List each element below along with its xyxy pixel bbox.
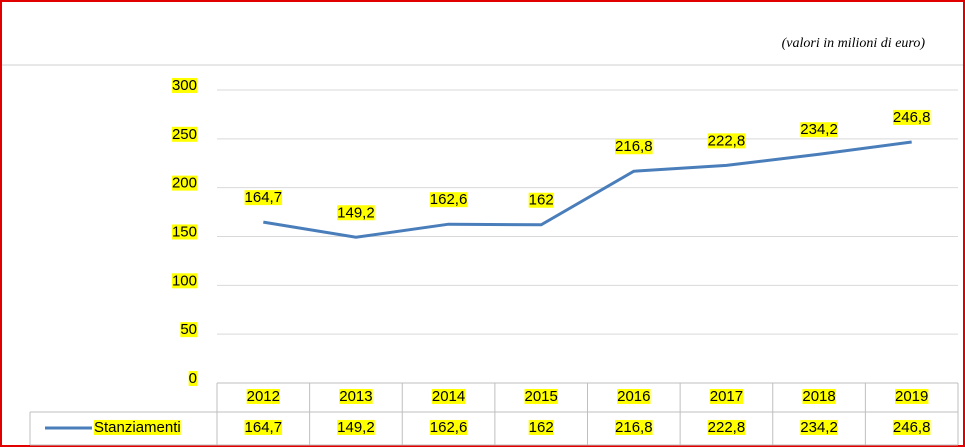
highlight: [707, 133, 746, 149]
highlight: [800, 419, 838, 435]
x-tick-label: 2014: [432, 388, 465, 405]
highlight: [709, 388, 744, 404]
x-tick-label: 2015: [525, 388, 558, 405]
highlight: [429, 192, 468, 208]
highlight: [615, 139, 653, 155]
highlight: [337, 205, 375, 221]
data-label: 222,8: [708, 132, 746, 149]
highlight: [94, 419, 181, 435]
highlight: [802, 388, 836, 404]
x-tick-label: 2017: [710, 388, 743, 405]
highlight: [707, 419, 746, 435]
data-label: 149,2: [337, 204, 375, 221]
highlight: [171, 224, 197, 240]
legend-label: Stanziamenti: [94, 419, 181, 436]
table-value: 246,8: [893, 419, 931, 436]
x-tick-label: 2013: [339, 388, 372, 405]
highlight: [528, 192, 554, 208]
highlight: [244, 419, 283, 435]
highlight: [337, 419, 375, 435]
highlight: [528, 419, 554, 435]
table-value: 234,2: [800, 419, 838, 436]
subtitle: (valori in milioni di euro): [782, 36, 926, 51]
highlight: [524, 388, 558, 404]
highlight: [800, 122, 838, 138]
highlight: [180, 322, 197, 338]
series-line: [263, 140, 912, 239]
y-tick-label: 200: [172, 175, 197, 192]
highlight: [171, 126, 197, 142]
y-tick-label: 100: [172, 272, 197, 289]
y-tick-label: 150: [172, 223, 197, 240]
highlight: [171, 77, 197, 93]
highlight: [171, 273, 197, 289]
y-tick-label: 300: [172, 77, 197, 94]
highlight: [615, 419, 653, 435]
x-tick-label: 2016: [617, 388, 650, 405]
y-tick-label: 50: [180, 321, 197, 338]
highlight: [429, 419, 468, 435]
highlight: [892, 419, 931, 435]
highlight: [895, 388, 929, 404]
x-tick-label: 2018: [802, 388, 835, 405]
y-tick-label: 0: [189, 370, 197, 387]
highlight: [892, 109, 931, 125]
table-value: 164,7: [245, 419, 283, 436]
y-tick-label: 250: [172, 126, 197, 143]
x-tick-label: 2019: [895, 388, 928, 405]
data-label: 162: [529, 192, 554, 209]
data-label: 162,6: [430, 191, 468, 208]
table-value: 149,2: [337, 419, 375, 436]
highlight: [244, 190, 283, 206]
table-value: 162,6: [430, 419, 468, 436]
table-value: 216,8: [615, 419, 653, 436]
x-tick-label: 2012: [247, 388, 280, 405]
highlight: [188, 370, 197, 386]
highlight: [246, 388, 280, 404]
highlight: [339, 388, 373, 404]
table-value: 222,8: [708, 419, 746, 436]
highlight: [171, 175, 197, 191]
data-label: 234,2: [800, 121, 838, 138]
data-label: 216,8: [615, 138, 653, 155]
data-label: 164,7: [245, 189, 283, 206]
table-value: 162: [529, 419, 554, 436]
data-label: 246,8: [893, 109, 931, 126]
highlight: [431, 388, 466, 404]
highlight: [617, 388, 651, 404]
